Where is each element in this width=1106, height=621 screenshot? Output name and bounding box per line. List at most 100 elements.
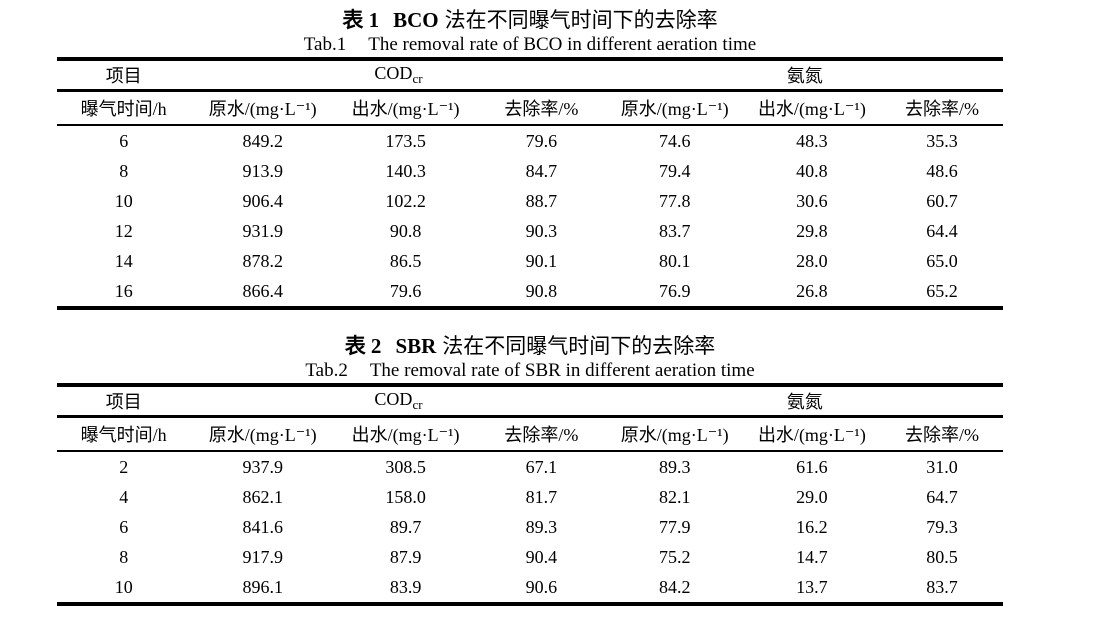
table-cell: 10 — [114, 190, 133, 211]
table-cell: 48.6 — [926, 160, 958, 181]
table-cell: 67.1 — [525, 456, 558, 477]
table-cell: 82.1 — [658, 486, 691, 507]
column-header-row: 曝气时间/h 原水/(mg·L⁻¹) 出水/(mg·L⁻¹) 去除率/% 原水/… — [57, 416, 1003, 452]
table1-caption-en: Tab.1 The removal rate of BCO in differen… — [57, 32, 1003, 57]
cod-label: COD — [374, 63, 413, 83]
table-row: 8 917.9 87.9 90.4 75.2 14.7 80.5 — [57, 542, 1003, 572]
table-cell: 77.9 — [658, 516, 691, 537]
table-cell: 79.6 — [525, 130, 558, 151]
table-cell: 65.0 — [926, 250, 958, 271]
table-row: 4 862.1 158.0 81.7 82.1 29.0 64.7 — [57, 482, 1003, 512]
table1-en-number-label: Tab.1 — [303, 34, 347, 55]
cod-group-header: CODcr — [190, 385, 607, 418]
table-cell: 89.3 — [525, 516, 558, 537]
table1-section: 表 1 BCO 法在不同曝气时间下的去除率 Tab.1 The removal rat… — [57, 8, 1003, 310]
table-cell: 79.3 — [926, 516, 958, 537]
table1-caption-en-text: The removal rate of BCO in different aer… — [368, 34, 757, 55]
table-cell: 84.7 — [525, 160, 558, 181]
table-row: 6 849.2 173.5 79.6 74.6 48.3 35.3 — [57, 125, 1003, 156]
table-cell: 158.0 — [385, 486, 426, 507]
table-cell: 2 — [119, 456, 129, 477]
removal-rate-table-sbr: 项目 CODcr 氨氮 曝气时间/h 原水/(mg·L⁻¹) 出水/(mg·L⁻… — [57, 383, 1003, 606]
table-cell: 14 — [114, 250, 133, 271]
item-header: 项目 — [57, 385, 191, 418]
table-cell: 140.3 — [385, 160, 426, 181]
table2-number-label: 表 2 — [344, 334, 382, 358]
table2-caption-en-text: The removal rate of SBR in different aer… — [369, 360, 755, 381]
table-row: 8 913.9 140.3 84.7 79.4 40.8 48.6 — [57, 156, 1003, 186]
table-cell: 841.6 — [242, 516, 283, 537]
column-header-cod-effluent: 出水/(mg·L⁻¹) — [335, 90, 477, 126]
table1-caption-zh: 表 1 BCO 法在不同曝气时间下的去除率 — [57, 8, 1003, 32]
column-header-nh-influent: 原水/(mg·L⁻¹) — [606, 90, 743, 126]
table-cell: 60.7 — [926, 190, 958, 211]
table-cell: 4 — [119, 486, 129, 507]
column-header-nh-effluent: 出水/(mg·L⁻¹) — [742, 416, 881, 452]
table-cell: 16.2 — [796, 516, 828, 537]
table-cell: 81.7 — [525, 486, 558, 507]
table-cell: 76.9 — [658, 280, 691, 301]
table-cell: 89.3 — [658, 456, 691, 477]
table-cell: 77.8 — [658, 190, 691, 211]
column-header-nh-effluent: 出水/(mg·L⁻¹) — [742, 90, 881, 126]
table-cell: 90.3 — [525, 220, 558, 241]
table-cell: 64.4 — [926, 220, 958, 241]
group-header-row: 项目 CODcr 氨氮 — [57, 385, 1003, 418]
table-cell: 878.2 — [242, 250, 283, 271]
table-cell: 90.6 — [525, 576, 558, 597]
table-cell: 866.4 — [242, 280, 283, 301]
column-header-cod-effluent: 出水/(mg·L⁻¹) — [335, 416, 477, 452]
column-header-nh-influent: 原水/(mg·L⁻¹) — [606, 416, 743, 452]
table-cell: 906.4 — [242, 190, 283, 211]
group-header-row: 项目 CODcr 氨氮 — [57, 59, 1003, 92]
table-cell: 931.9 — [242, 220, 283, 241]
table-cell: 30.6 — [796, 190, 828, 211]
column-header-row: 曝气时间/h 原水/(mg·L⁻¹) 出水/(mg·L⁻¹) 去除率/% 原水/… — [57, 90, 1003, 126]
table-cell: 80.5 — [926, 546, 958, 567]
table-cell: 10 — [114, 576, 133, 597]
table-cell: 28.0 — [796, 250, 828, 271]
table-row: 10 906.4 102.2 88.7 77.8 30.6 60.7 — [57, 186, 1003, 216]
table-cell: 83.7 — [926, 576, 958, 597]
table-cell: 80.1 — [658, 250, 691, 271]
table-cell: 90.1 — [525, 250, 558, 271]
table-cell: 88.7 — [525, 190, 558, 211]
table-cell: 913.9 — [242, 160, 283, 181]
ammonia-group-header: 氨氮 — [606, 59, 1003, 92]
table-cell: 102.2 — [385, 190, 426, 211]
table-row: 10 896.1 83.9 90.6 84.2 13.7 83.7 — [57, 572, 1003, 604]
table-cell: 87.9 — [389, 546, 422, 567]
table2-en-number-label: Tab.2 — [305, 360, 348, 381]
table2-caption-en: Tab.2 The removal rate of SBR in differen… — [57, 358, 1003, 383]
table-cell: 35.3 — [926, 130, 958, 151]
table-cell: 896.1 — [242, 576, 283, 597]
table-cell: 29.0 — [796, 486, 828, 507]
column-header-cod-influent: 原水/(mg·L⁻¹) — [190, 416, 336, 452]
table2-body: 2 937.9 308.5 67.1 89.3 61.6 31.0 4 862.1 158.0 81… — [57, 451, 1003, 604]
table-cell: 29.8 — [796, 220, 828, 241]
table-cell: 14.7 — [796, 546, 828, 567]
removal-rate-table-bco: 项目 CODcr 氨氮 曝气时间/h 原水/(mg·L⁻¹) 出水/(mg·L⁻… — [57, 57, 1003, 310]
table-cell: 8 — [119, 546, 129, 567]
table-cell: 12 — [114, 220, 133, 241]
table-cell: 26.8 — [796, 280, 828, 301]
column-header-aeration-time: 曝气时间/h — [57, 416, 191, 452]
table-cell: 13.7 — [796, 576, 828, 597]
table-row: 6 841.6 89.7 89.3 77.9 16.2 79.3 — [57, 512, 1003, 542]
table2-method-label: SBR — [395, 334, 437, 358]
table-cell: 75.2 — [658, 546, 691, 567]
column-header-nh-removal: 去除率/% — [880, 90, 1003, 126]
table-cell: 83.7 — [658, 220, 691, 241]
column-header-cod-removal: 去除率/% — [476, 90, 607, 126]
table-cell: 849.2 — [242, 130, 283, 151]
table-cell: 8 — [119, 160, 129, 181]
table-cell: 31.0 — [926, 456, 958, 477]
item-header: 项目 — [57, 59, 191, 92]
table-cell: 84.2 — [658, 576, 691, 597]
table-cell: 90.4 — [525, 546, 558, 567]
cod-subscript: cr — [412, 397, 423, 412]
table-cell: 917.9 — [242, 546, 283, 567]
table-cell: 16 — [114, 280, 133, 301]
table-cell: 79.6 — [389, 280, 422, 301]
